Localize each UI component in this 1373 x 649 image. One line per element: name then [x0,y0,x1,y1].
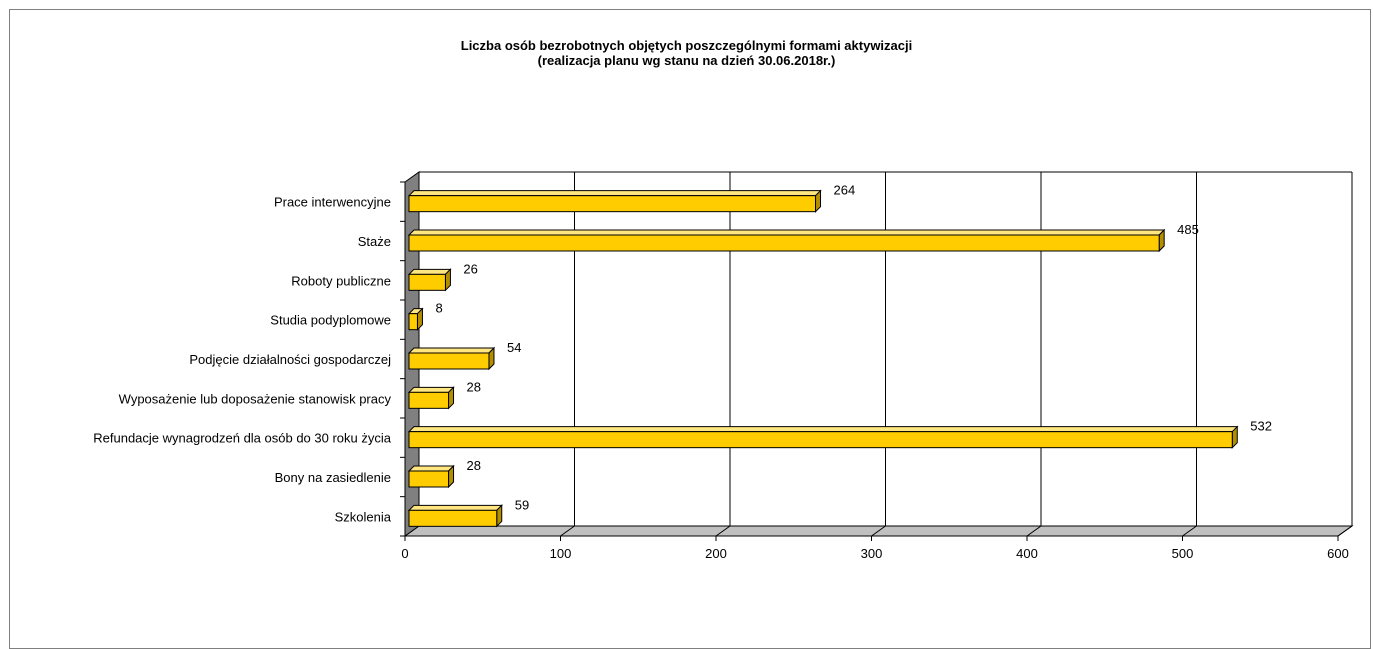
floor-gridline [871,525,886,537]
data-label: 28 [467,379,481,394]
floor-gridline [560,525,575,537]
category-label: Staże [358,234,391,249]
bar [408,352,490,370]
x-tick-label: 0 [401,546,408,561]
bar-top [407,347,496,354]
x-tick-label: 100 [550,546,572,561]
floor-gridline [1182,525,1197,537]
bar-top [407,229,1166,236]
data-label: 8 [435,301,442,316]
x-tick-label: 200 [705,546,727,561]
data-label: 28 [467,458,481,473]
bar [408,391,450,409]
x-tick-label: 500 [1172,546,1194,561]
category-label: Bony na zasiedlenie [275,470,391,485]
floor-gridline [1337,525,1353,537]
x-tick-label: 300 [861,546,883,561]
bar-top [407,190,822,197]
bar [408,195,817,213]
bar-top [407,426,1239,433]
x-tick-label: 400 [1016,546,1038,561]
category-label: Refundacje wynagrodzeń dla osób do 30 ro… [93,431,392,446]
category-label: Studia podyplomowe [270,313,391,328]
data-label: 485 [1177,222,1199,237]
x-tick-label: 600 [1327,546,1349,561]
data-label: 54 [507,340,521,355]
bar-top [407,268,452,275]
category-label: Roboty publiczne [291,273,391,288]
bar-top [407,386,455,393]
chart-title: Liczba osób bezrobotnych objętych poszcz… [460,38,913,53]
chart-title-block: Liczba osób bezrobotnych objętych poszcz… [0,38,1373,68]
category-label: Szkolenia [335,509,392,524]
bar [408,470,450,488]
chart-subtitle: (realizacja planu wg stanu na dzień 30.0… [537,53,836,68]
floor-gridline [1026,525,1042,537]
bar-top [407,465,455,472]
data-label: 26 [463,261,477,276]
data-label: 264 [834,183,856,198]
data-label: 532 [1250,419,1272,434]
bar [408,313,418,331]
bar [408,509,498,527]
floor-gridline [715,525,731,537]
category-label: Prace interwencyjne [274,195,391,210]
data-label: 59 [515,497,529,512]
bar-top [407,504,503,511]
bar [408,234,1160,252]
category-label: Wyposażenie lub doposażenie stanowisk pr… [119,391,392,406]
bar [408,431,1233,449]
bar [408,273,446,291]
category-label: Podjęcie działalności gospodarczej [189,352,391,367]
